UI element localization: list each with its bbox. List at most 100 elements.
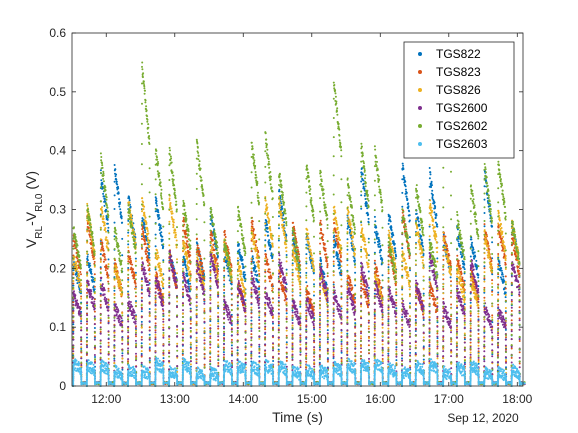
data-point	[90, 272, 93, 275]
data-point	[361, 173, 364, 176]
data-point	[360, 351, 362, 353]
data-point	[313, 294, 315, 297]
data-point	[129, 205, 132, 208]
data-point	[395, 307, 398, 310]
data-point	[429, 171, 432, 174]
data-point	[477, 350, 480, 353]
data-point	[250, 319, 253, 322]
data-point	[217, 255, 219, 258]
data-point	[469, 356, 472, 359]
data-point	[217, 320, 220, 323]
data-point	[459, 253, 462, 256]
data-point	[243, 275, 246, 278]
data-point	[185, 269, 188, 272]
data-point	[377, 274, 380, 277]
data-point	[325, 253, 328, 256]
data-point	[305, 262, 308, 265]
data-point	[265, 230, 268, 233]
data-point	[145, 246, 148, 249]
data-point	[121, 368, 124, 371]
data-point	[505, 336, 507, 339]
data-point	[291, 319, 294, 321]
data-point	[367, 213, 370, 216]
data-point	[422, 358, 425, 361]
data-point	[463, 303, 466, 306]
data-point	[323, 273, 326, 275]
data-point	[387, 266, 390, 269]
data-point	[387, 272, 390, 275]
data-point	[266, 260, 268, 263]
data-point	[470, 238, 473, 241]
data-point	[436, 332, 439, 335]
data-point	[428, 297, 431, 300]
data-point	[469, 255, 472, 258]
data-point	[422, 245, 424, 248]
data-point	[251, 220, 254, 223]
data-point	[209, 266, 212, 269]
data-point	[250, 333, 253, 336]
data-point	[258, 322, 261, 325]
data-point	[161, 238, 164, 241]
data-point	[354, 335, 357, 338]
data-point	[477, 274, 480, 276]
data-point	[434, 216, 437, 219]
data-point	[102, 260, 105, 263]
data-point	[209, 287, 212, 290]
data-point	[104, 210, 107, 213]
data-point	[107, 341, 110, 344]
data-point	[354, 271, 357, 274]
data-point	[497, 291, 500, 294]
data-point	[312, 308, 315, 311]
data-point	[387, 263, 390, 266]
data-point	[422, 292, 425, 295]
data-point	[407, 205, 410, 208]
data-point	[74, 269, 77, 272]
data-point	[131, 263, 134, 266]
data-point	[433, 301, 436, 304]
data-point	[291, 262, 294, 265]
data-point	[271, 297, 274, 300]
data-point	[182, 260, 184, 263]
data-point	[360, 282, 363, 285]
data-point	[104, 198, 106, 200]
data-point	[196, 244, 199, 247]
data-point	[299, 288, 302, 291]
data-point	[99, 303, 102, 306]
data-point	[283, 221, 286, 224]
data-point	[281, 207, 284, 210]
data-point	[363, 187, 366, 190]
data-point	[367, 270, 370, 273]
data-point	[380, 249, 383, 252]
data-point	[433, 201, 436, 204]
data-point	[518, 272, 521, 275]
data-point	[200, 258, 203, 261]
data-point	[485, 233, 488, 236]
data-point	[469, 341, 472, 344]
data-point	[162, 326, 165, 329]
data-point	[154, 301, 157, 304]
data-point	[450, 280, 452, 283]
data-point	[93, 285, 96, 288]
data-point	[85, 343, 88, 346]
data-point	[80, 295, 83, 298]
data-point	[99, 169, 102, 172]
data-point	[387, 320, 390, 323]
data-point	[134, 257, 137, 260]
data-point	[258, 273, 261, 275]
data-point	[337, 253, 339, 256]
data-point	[433, 211, 436, 214]
data-point	[518, 340, 521, 342]
data-point	[134, 282, 137, 285]
data-point	[203, 279, 206, 282]
data-point	[436, 223, 439, 226]
data-point	[93, 327, 96, 329]
data-point	[483, 291, 486, 294]
data-point	[140, 336, 143, 338]
data-point	[367, 217, 370, 220]
data-point	[237, 244, 240, 247]
data-point	[320, 265, 323, 268]
data-point	[278, 294, 280, 297]
data-point	[408, 210, 411, 213]
data-point	[181, 333, 184, 336]
data-point	[217, 339, 220, 341]
